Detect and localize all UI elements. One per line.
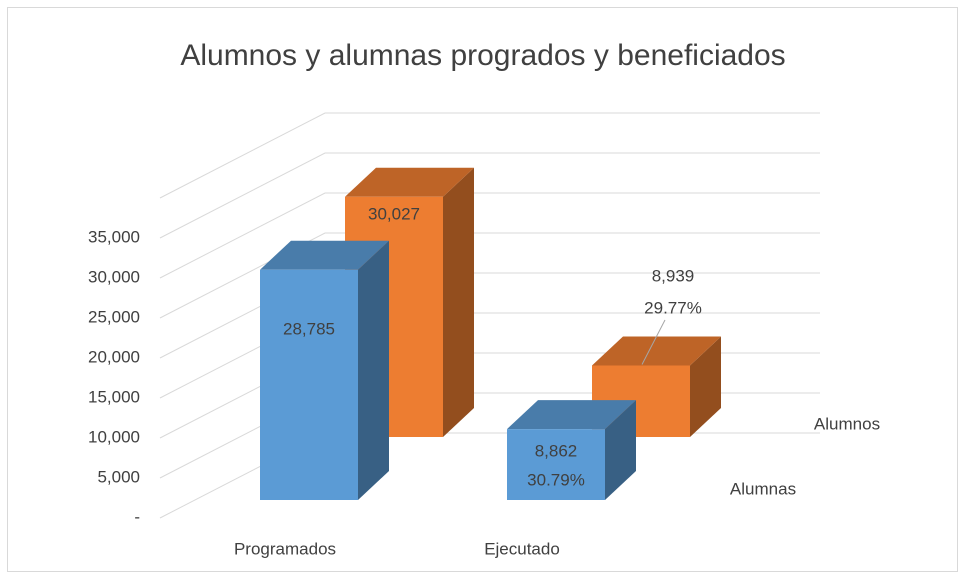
y-tick-label: 30,000 [88, 267, 140, 286]
bar-front [260, 269, 358, 500]
bar [260, 240, 389, 500]
bar [592, 336, 721, 437]
bar-top [592, 336, 721, 366]
y-tick-label: 35,000 [88, 227, 140, 246]
bar-side [443, 167, 474, 437]
data-label: 8,939 [652, 266, 695, 285]
grid-line [159, 152, 820, 239]
bar-top [507, 400, 636, 430]
grid-line [159, 232, 820, 319]
data-label: 8,862 [535, 441, 578, 460]
data-label: 30,027 [368, 204, 420, 223]
bar-front [507, 429, 605, 500]
bar-top [345, 167, 474, 197]
bar-top [260, 240, 389, 270]
bar [507, 400, 636, 500]
bar-side [690, 336, 721, 437]
y-tick-label: 20,000 [88, 347, 140, 366]
chart-border [7, 7, 958, 572]
x-tick-label: Ejecutado [484, 539, 560, 558]
percent-label: 29.77% [644, 298, 702, 317]
chart-title: Alumnos y alumnas progrados y beneficiad… [180, 39, 785, 72]
y-tick-label: 15,000 [88, 387, 140, 406]
series-label: Alumnos [814, 414, 880, 433]
leader-line [641, 319, 666, 365]
x-tick-label: Programados [234, 539, 336, 558]
bar-side [358, 240, 389, 500]
percent-label: 30.79% [527, 470, 585, 489]
bar-side [605, 400, 636, 500]
y-tick-label: 5,000 [97, 467, 140, 486]
wall-edge [159, 112, 820, 199]
grid-line [159, 192, 820, 279]
y-tick-label: - [134, 507, 140, 526]
y-tick-label: 10,000 [88, 427, 140, 446]
y-tick-label: 25,000 [88, 307, 140, 326]
data-label: 28,785 [283, 319, 335, 338]
series-label: Alumnas [730, 479, 796, 498]
